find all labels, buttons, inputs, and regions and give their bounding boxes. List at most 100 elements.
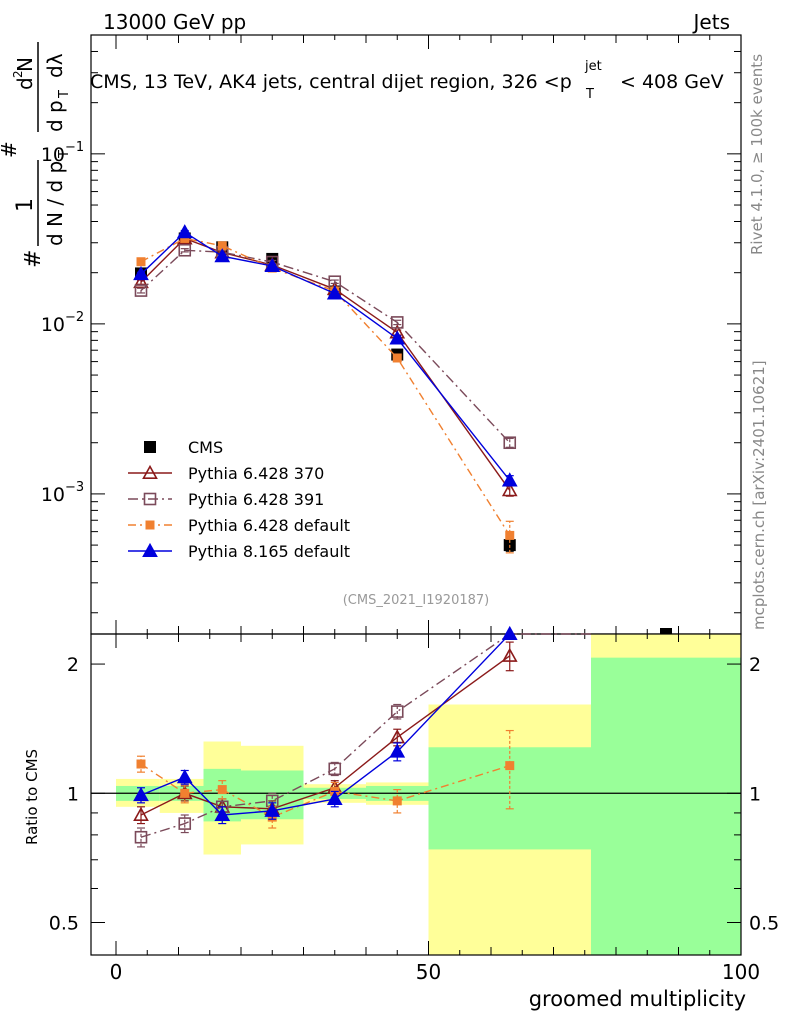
y-tick-label-main: 10 −1 <box>41 140 84 166</box>
data-point-pythia-6-428-default <box>217 785 227 795</box>
data-point-pythia-8-165-default <box>389 330 406 345</box>
y-tick-label-main: 10 −2 <box>41 310 84 336</box>
y-title-numerator: d <box>13 77 37 90</box>
y-tick-label-main: 10 −3 <box>41 480 84 506</box>
y-axis-title-top: # 1 d N / d p T # d 2 N d p T dλ <box>0 42 72 268</box>
data-point-pythia-6-428-370 <box>501 647 518 662</box>
data-point-pythia-6-428-default <box>136 759 146 769</box>
plot-title-main: CMS, 13 TeV, AK4 jets, central dijet reg… <box>90 71 572 93</box>
analysis-id-label: (CMS_2021_I1920187) <box>343 593 490 608</box>
data-point-pythia-6-428-391 <box>390 316 404 329</box>
data-point-pythia-8-165-default <box>133 787 149 802</box>
y-axis-title-ratio: Ratio to CMS <box>23 749 41 845</box>
x-axis-title: groomed multiplicity <box>529 987 746 1011</box>
legend-label: Pythia 6.428 391 <box>188 490 324 509</box>
legend-label: CMS <box>188 438 223 457</box>
data-point-pythia-6-428-370 <box>501 482 518 497</box>
data-point-pythia-6-428-default <box>217 241 227 251</box>
legend-label: Pythia 6.428 370 <box>188 464 324 483</box>
legend-item-pythia-6-428-391: Pythia 6.428 391 <box>128 490 324 509</box>
y-ticks-main: 10−310−210−1 <box>41 34 741 614</box>
y-tick-label-ratio-right: 2 <box>749 654 761 676</box>
legend-item-cms: CMS <box>144 438 223 457</box>
y-tick-label-ratio-right: 0.5 <box>749 912 779 934</box>
data-point-pythia-8-165-default <box>176 224 193 239</box>
data-point-pythia-8-165-default <box>214 806 231 822</box>
x-tick-label: 100 <box>722 960 760 984</box>
data-point-pythia-8-165-default <box>264 802 281 817</box>
data-point-pythia-6-428-default <box>180 788 190 798</box>
data-point-pythia-8-165-default <box>176 769 193 784</box>
legend: CMS Pythia 6.428 370 Pythia 6.428 391 Pythi… <box>128 438 350 561</box>
y-tick-label-ratio-left: 0.5 <box>49 912 79 934</box>
data-point-pythia-6-428-391 <box>178 243 192 257</box>
plot-title-tail: < 408 GeV <box>620 71 724 93</box>
data-point-pythia-6-428-default <box>392 796 402 806</box>
data-point-pythia-6-428-391 <box>328 762 342 776</box>
series-pythia-8-165-default <box>133 224 518 487</box>
legend-marker <box>145 520 155 530</box>
legend-item-pythia-6-428-default: Pythia 6.428 default <box>128 516 350 535</box>
data-point-pythia-8-165-default <box>326 285 343 300</box>
data-point-pythia-6-428-default <box>505 761 515 771</box>
y-tick-label-base: 10 <box>41 314 65 336</box>
main-panel: 10−310−210−1 <box>41 34 742 640</box>
data-point-pythia-6-428-391 <box>178 817 192 830</box>
data-point-pythia-6-428-370 <box>133 806 149 822</box>
data-point-pythia-6-428-391 <box>390 705 404 718</box>
data-point-pythia-8-165-default <box>264 257 281 272</box>
ratio-panel: 0 50 100 0.5 0.5 1 1 2 2 <box>49 35 779 984</box>
y-ticks-ratio: 0.5 0.5 1 1 2 2 <box>49 654 779 934</box>
y-title-numerator-sup: 2 <box>11 70 25 78</box>
data-point-pythia-6-428-391 <box>503 436 517 450</box>
y-tick-label-ratio-left: 2 <box>67 654 79 676</box>
legend-label: Pythia 8.165 default <box>188 542 350 561</box>
data-point-pythia-6-428-default <box>392 353 402 363</box>
legend-marker <box>142 464 158 480</box>
data-point-pythia-8-165-default <box>501 625 518 641</box>
ratio-frame <box>90 633 742 956</box>
data-point-pythia-8-165-default <box>389 743 406 758</box>
plot-title: CMS, 13 TeV, AK4 jets, central dijet reg… <box>90 59 724 102</box>
data-point-pythia-8-165-default <box>214 248 231 263</box>
y-title-dlambda: dλ <box>43 53 67 78</box>
x-tick-label: 50 <box>416 960 441 984</box>
header-beam-label: 13000 GeV pp <box>103 10 246 34</box>
y-title-dpt: d p <box>43 100 67 132</box>
data-point-pythia-6-428-391 <box>134 830 148 844</box>
y-tick-label-base: 10 <box>41 484 65 506</box>
legend-marker <box>142 542 158 558</box>
y-title-dpt-sub: T <box>57 90 72 99</box>
plot-title-superscript: jet <box>584 59 602 74</box>
legend-label: Pythia 6.428 default <box>188 516 350 535</box>
data-point-pythia-6-428-default <box>505 530 515 540</box>
legend-item-pythia-6-428-370: Pythia 6.428 370 <box>128 464 324 483</box>
y-title-one: 1 <box>13 198 38 212</box>
y-title-hash-2: # <box>0 141 21 158</box>
x-ticks: 0 50 100 <box>110 35 760 984</box>
y-title-denominator-sub: T <box>57 150 72 159</box>
legend-marker <box>143 492 157 506</box>
y-title-denominator: d N / d p <box>43 161 67 246</box>
y-title-numerator-n: N <box>13 57 37 72</box>
data-point-pythia-8-165-default <box>501 472 518 487</box>
data-point-pythia-6-428-391 <box>134 284 148 297</box>
series-line-pythia-6-428-391 <box>140 633 591 838</box>
y-tick-label-exponent: −2 <box>65 310 84 325</box>
y-tick-label-ratio-right: 1 <box>749 783 761 805</box>
y-title-hash-1: # <box>21 250 46 268</box>
mcplots-source-label: mcplots.cern.ch [arXiv:2401.10621] <box>750 360 768 630</box>
data-point-pythia-6-428-370 <box>133 273 149 289</box>
band-stat-7 <box>591 657 741 955</box>
data-point-pythia-6-428-default <box>180 233 190 243</box>
y-tick-label-base: 10 <box>41 144 65 166</box>
legend-marker <box>144 441 156 453</box>
data-point-pythia-8-165-default <box>133 266 149 281</box>
plot-title-subscript: T <box>585 87 594 102</box>
header-category-label: Jets <box>692 10 730 34</box>
series-pythia-8-165-default <box>133 625 518 825</box>
data-point-pythia-6-428-default <box>136 257 146 267</box>
rivet-version-label: Rivet 4.1.0, ≥ 100k events <box>748 54 766 255</box>
data-point-pythia-8-165-default <box>326 790 343 805</box>
